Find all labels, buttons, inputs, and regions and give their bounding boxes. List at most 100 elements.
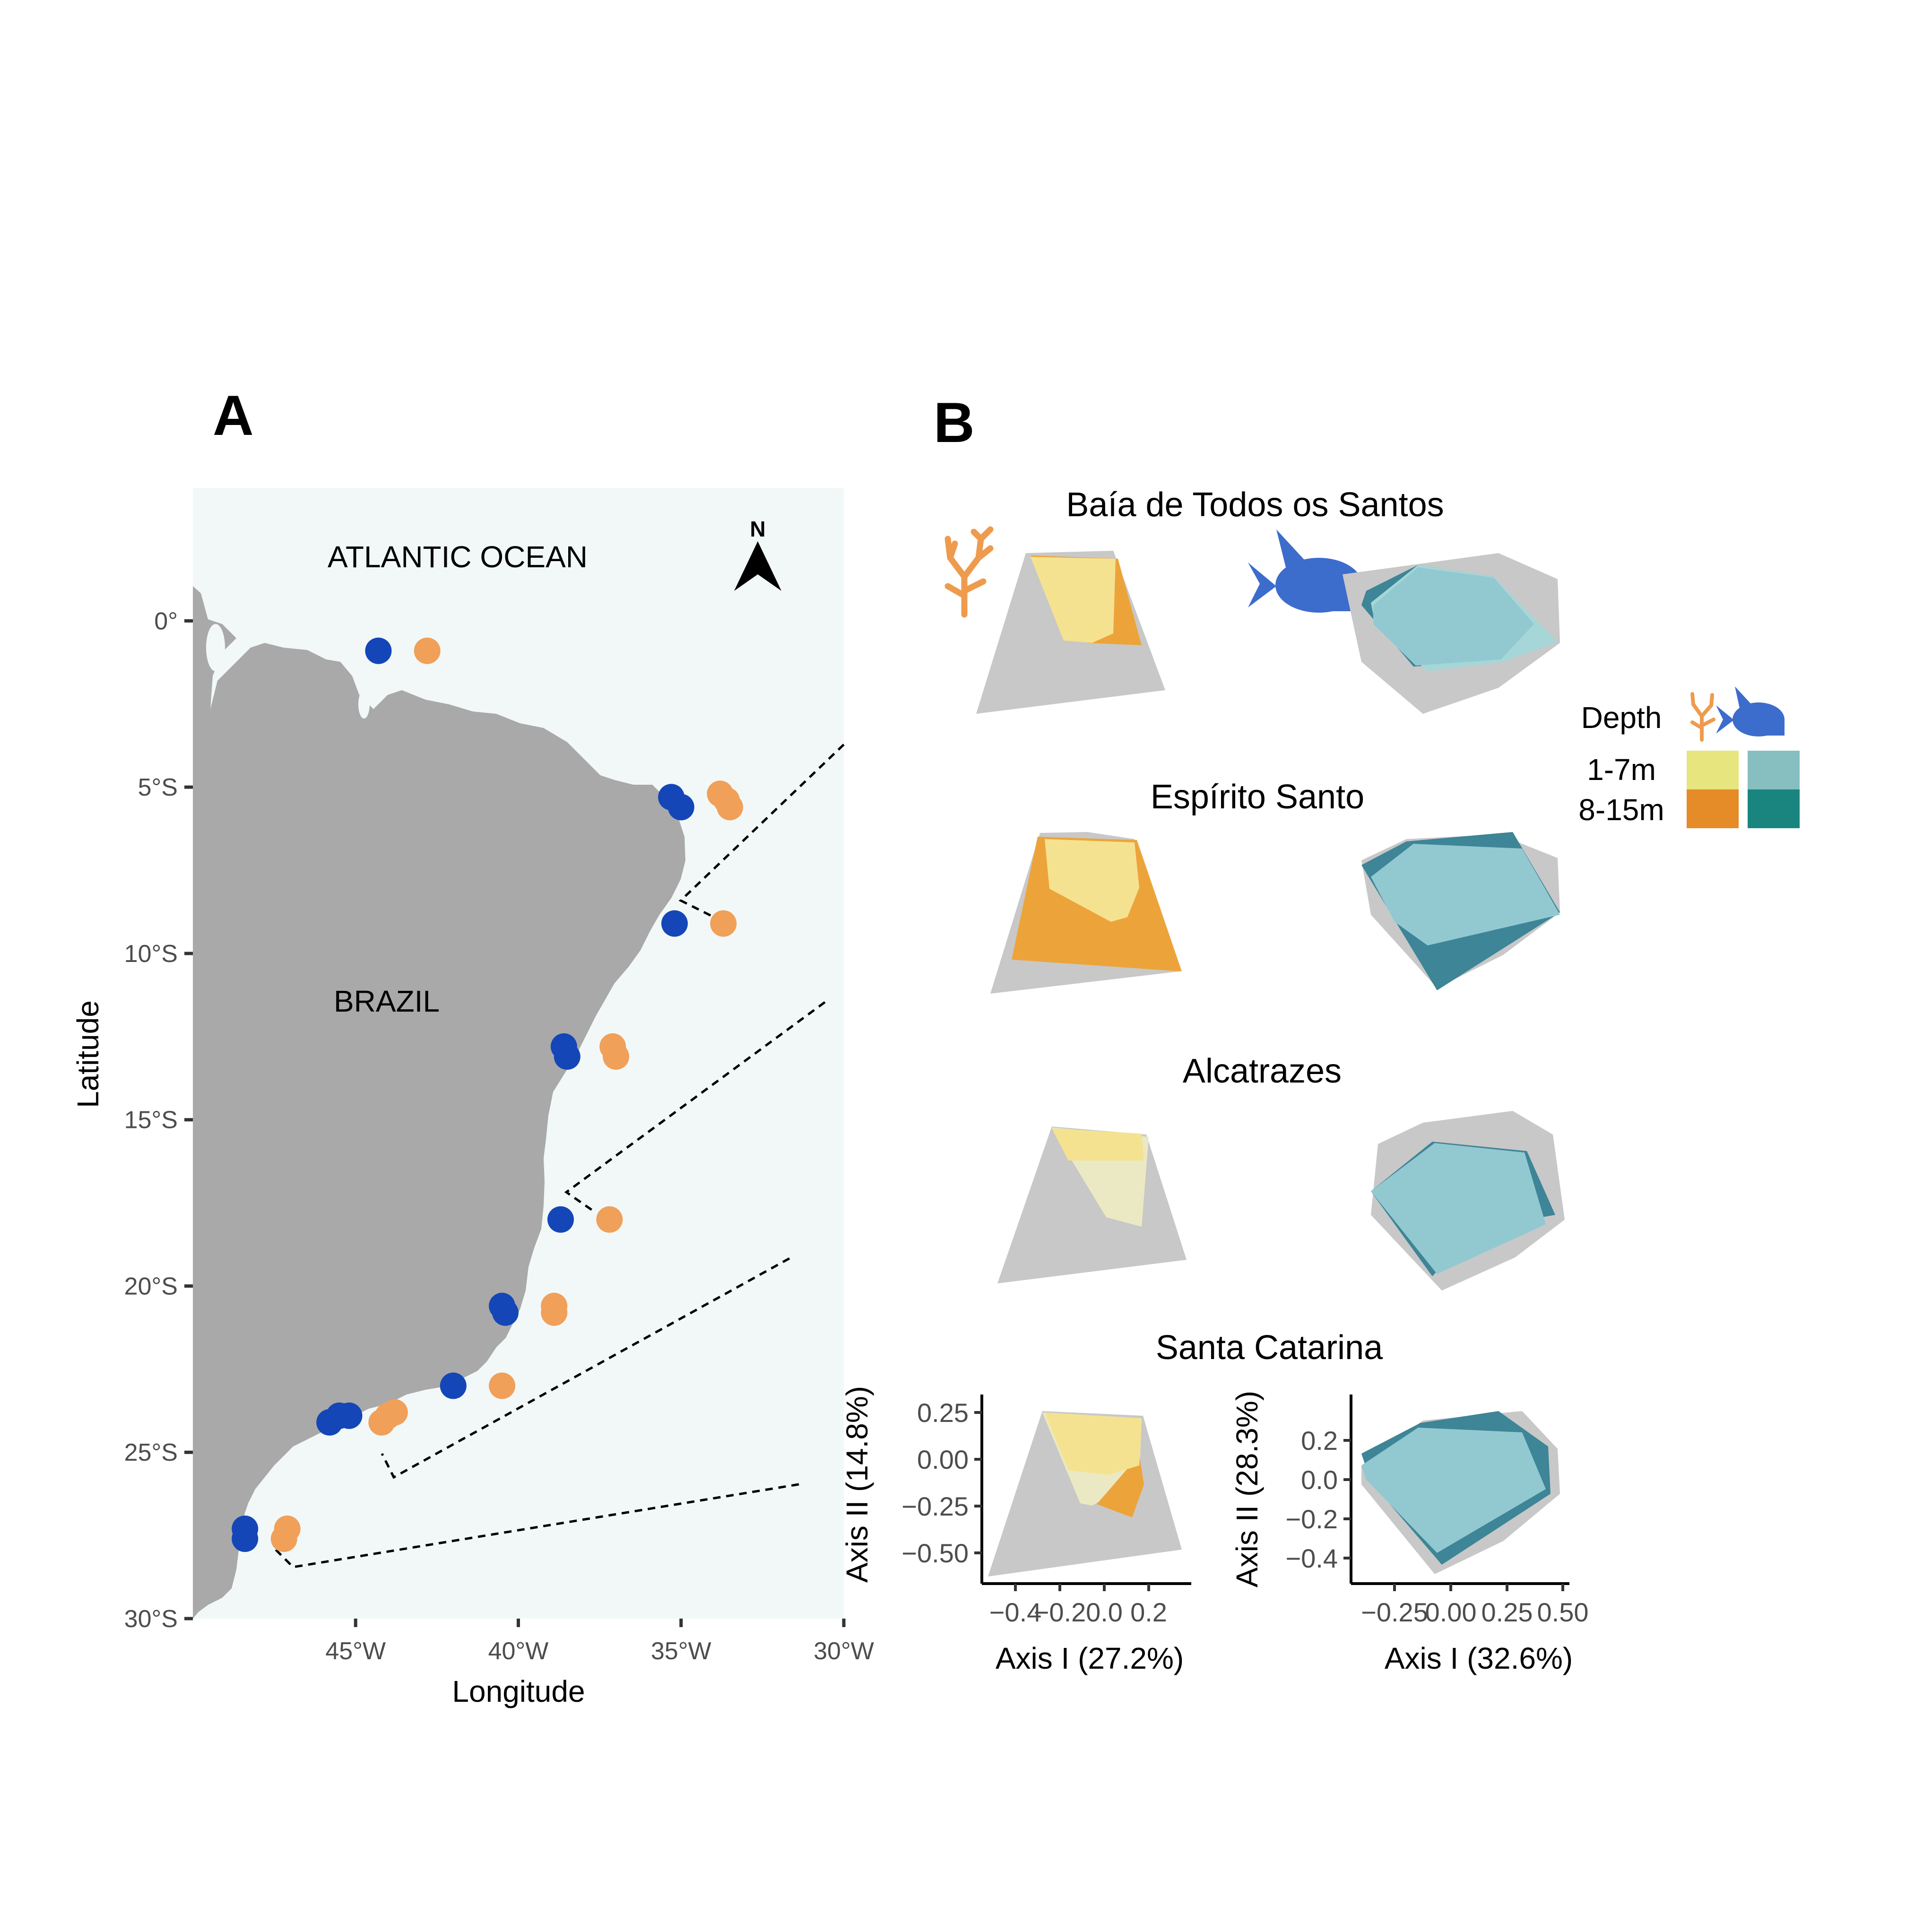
benthic-site-point xyxy=(414,637,441,664)
fish-y-axis-title: Axis II (28.3%) xyxy=(1230,1391,1264,1587)
benthic-site-point xyxy=(489,1372,516,1399)
y-tick-label: 10°S xyxy=(124,940,178,968)
fish-site-point xyxy=(547,1206,574,1233)
ordination-hulls xyxy=(976,551,1565,1291)
hull-sc-fish-shallow xyxy=(1361,1428,1546,1553)
hull-sc-benthic-shallow xyxy=(1045,1412,1142,1475)
fish-site-point xyxy=(365,637,392,664)
hull-bts-fish-overlap xyxy=(1373,567,1534,666)
site-title-alcatrazes: Alcatrazes xyxy=(1183,1052,1342,1090)
x-tick-label: 0.50 xyxy=(1537,1597,1589,1627)
x-tick-label: 40°W xyxy=(488,1637,549,1665)
y-tick-label: 0.00 xyxy=(917,1445,969,1474)
benthic-site-point xyxy=(603,1043,630,1070)
legend-swatch-fish-shallow xyxy=(1748,751,1800,789)
hull-bts-benthic-shallow xyxy=(1031,557,1116,643)
y-tick-label: −0.4 xyxy=(1285,1543,1338,1573)
hull-alc-benthic-shallow xyxy=(1052,1128,1144,1161)
fish-site-point xyxy=(316,1409,343,1436)
x-tick-label: −0.2 xyxy=(1034,1597,1086,1627)
y-tick-label: −0.25 xyxy=(901,1491,969,1521)
panel-a-axes: 45°W 40°W 35°W 30°W 0° 5°S 10°S 15°S 20°S 25°S 30°… xyxy=(124,607,874,1665)
panel-b-label: B xyxy=(934,391,975,454)
y-tick-label: 5°S xyxy=(138,774,178,801)
fish-site-point xyxy=(661,910,688,937)
legend-row-deep: 8-15m xyxy=(1578,793,1664,827)
panel-a-label: A xyxy=(213,384,254,447)
north-arrow-left-icon xyxy=(734,541,758,591)
panel-b-axes: −0.4−0.2 0.0 0.20.250.00−0.25−0.50−0.250.0… xyxy=(901,1395,1589,1627)
site-points xyxy=(232,637,744,1552)
legend-swatch-benthic-shallow xyxy=(1687,751,1739,789)
benthic-y-axis-title: Axis II (14.8%) xyxy=(840,1386,874,1583)
fish-site-point xyxy=(667,794,694,821)
panel-a: A ATLANTIC OCEAN BRAZIL N 45°W 40°W 35°W 30… xyxy=(71,384,874,1708)
fish-x-axis-title: Axis I (32.6%) xyxy=(1385,1641,1573,1675)
legend-fish-icon xyxy=(1716,686,1785,736)
x-tick-label: −0.25 xyxy=(1361,1597,1428,1627)
hull-sc-benthic-deep xyxy=(1097,1455,1144,1517)
site-title-bts: Baía de Todos os Santos xyxy=(1066,486,1444,524)
y-tick-label: 20°S xyxy=(124,1273,178,1300)
y-tick-label: 0.2 xyxy=(1301,1426,1338,1455)
legend-coral-icon xyxy=(1690,692,1715,742)
x-tick-label: 0.25 xyxy=(1481,1597,1533,1627)
x-tick-label: 0.2 xyxy=(1130,1597,1167,1627)
y-tick-label: −0.2 xyxy=(1285,1504,1338,1534)
dashed-line-1 xyxy=(678,744,845,923)
y-tick-label: 0° xyxy=(154,607,178,635)
x-axis-title: Longitude xyxy=(452,1674,585,1708)
y-tick-label: 0.0 xyxy=(1301,1465,1338,1495)
dashed-line-3 xyxy=(381,1257,790,1479)
brazil-landmass xyxy=(193,586,685,1619)
fish-site-point xyxy=(232,1525,259,1552)
x-tick-label: 0.00 xyxy=(1425,1597,1477,1627)
y-axis-title: Latitude xyxy=(71,1000,105,1108)
sc-fish-plot xyxy=(1361,1411,1560,1574)
x-tick-label: −0.4 xyxy=(989,1597,1042,1627)
y-tick-label: 30°S xyxy=(124,1605,178,1633)
fish-site-point xyxy=(492,1299,519,1326)
x-tick-label: 45°W xyxy=(325,1637,386,1665)
bay-shape xyxy=(358,690,370,719)
fish-site-point xyxy=(440,1372,467,1399)
north-arrow: N xyxy=(734,517,781,591)
legend-swatch-benthic-deep xyxy=(1687,789,1739,828)
dashed-line-4 xyxy=(273,1483,799,1568)
depth-legend: Depth 1-7m 8-15m xyxy=(1578,686,1800,828)
fish-site-point xyxy=(554,1043,580,1070)
sc-benthic-plot xyxy=(988,1411,1182,1577)
legend-title: Depth xyxy=(1581,701,1662,735)
site-title-sc: Santa Catarina xyxy=(1156,1329,1383,1367)
y-tick-label: 0.25 xyxy=(917,1398,969,1428)
benthic-site-point xyxy=(717,794,744,821)
benthic-x-axis-title: Axis I (27.2%) xyxy=(996,1641,1184,1675)
y-tick-label: 15°S xyxy=(124,1107,178,1134)
ocean-label: ATLANTIC OCEAN xyxy=(328,540,588,574)
benthic-site-point xyxy=(368,1409,395,1436)
legend-row-shallow: 1-7m xyxy=(1587,753,1656,787)
benthic-site-point xyxy=(710,910,737,937)
y-tick-label: 25°S xyxy=(124,1439,178,1466)
hull-alc-fish-shallow xyxy=(1371,1143,1546,1274)
benthic-site-point xyxy=(541,1299,568,1326)
coral-icon xyxy=(944,526,994,618)
x-tick-label: 0.0 xyxy=(1086,1597,1123,1627)
hull-es-benthic-shallow xyxy=(1045,839,1139,922)
site-title-es: Espírito Santo xyxy=(1151,778,1364,816)
bay-shape xyxy=(206,624,225,671)
x-tick-label: 35°W xyxy=(651,1637,711,1665)
x-tick-label: 30°W xyxy=(814,1637,874,1665)
benthic-site-point xyxy=(596,1206,623,1233)
hull-es-fish-shallow xyxy=(1371,844,1560,945)
panel-b: B Baía de Todos os Santos Espírito Santo… xyxy=(840,391,1800,1675)
dashed-line-2 xyxy=(564,1001,826,1214)
fish-icon xyxy=(1248,529,1362,613)
y-tick-label: −0.50 xyxy=(901,1538,969,1568)
benthic-site-point xyxy=(270,1525,297,1552)
country-label: BRAZIL xyxy=(334,984,440,1018)
site-connector-lines xyxy=(273,744,845,1568)
north-arrow-right-icon xyxy=(758,541,781,591)
map-area xyxy=(193,586,685,1619)
